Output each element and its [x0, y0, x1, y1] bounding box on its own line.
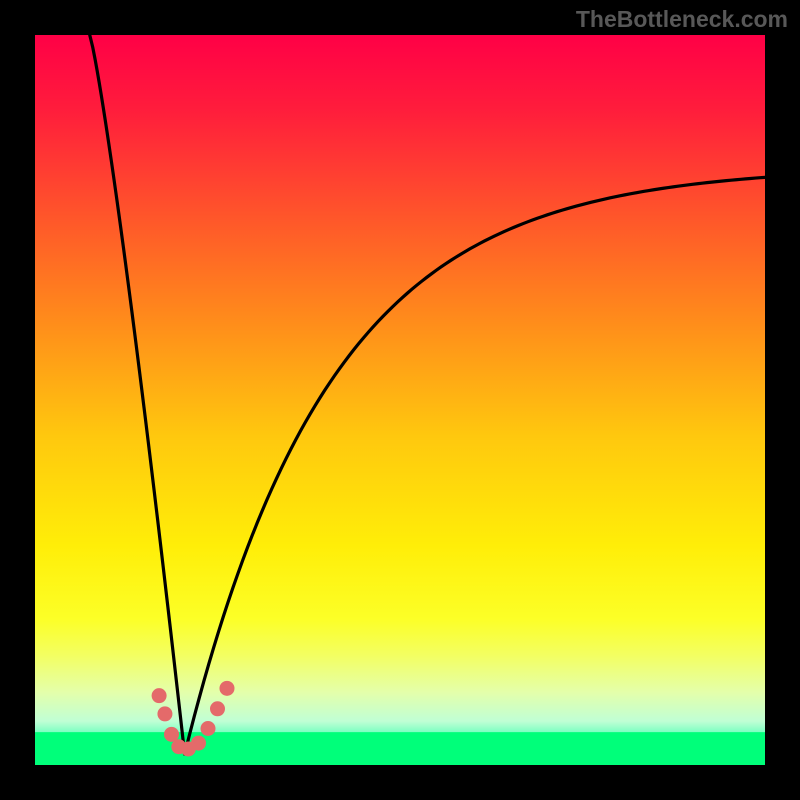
chart-frame: TheBottleneck.com: [0, 0, 800, 800]
curve-marker: [157, 706, 172, 721]
curve-marker: [201, 721, 216, 736]
plot-area: [35, 35, 765, 765]
curve-marker: [191, 736, 206, 751]
curve-marker: [210, 701, 225, 716]
watermark-text: TheBottleneck.com: [576, 6, 788, 33]
curve-marker: [219, 681, 234, 696]
curve-marker: [152, 688, 167, 703]
bottom-green-band: [35, 732, 765, 765]
